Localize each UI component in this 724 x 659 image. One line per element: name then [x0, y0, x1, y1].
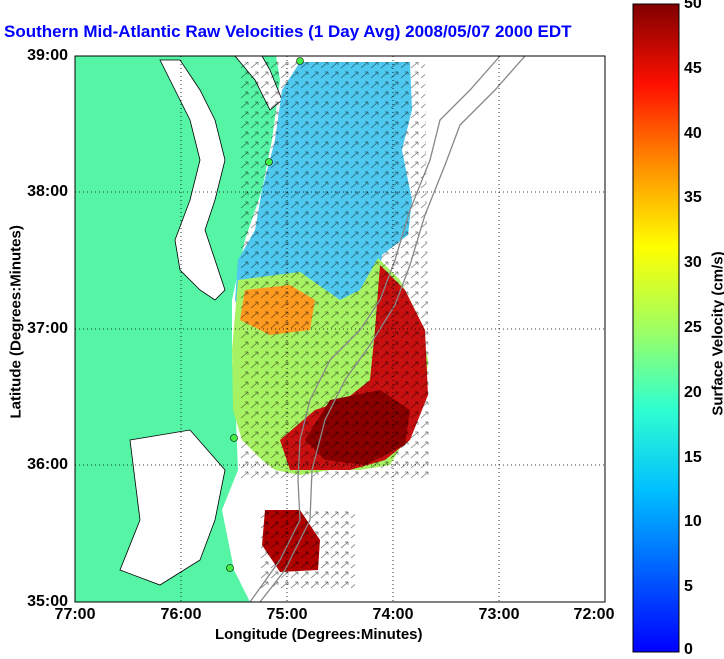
colorbar-tick: 0 — [684, 641, 693, 658]
colorbar-tick: 20 — [684, 384, 702, 401]
radar-station-marker — [230, 434, 238, 442]
colorbar-tick: 40 — [684, 125, 702, 142]
map-title: Southern Mid-Atlantic Raw Velocities (1 … — [4, 22, 572, 41]
y-tick: 39:00 — [27, 47, 68, 64]
bathymetry-contour — [249, 56, 501, 602]
velocity-vectors — [240, 62, 430, 480]
chesapeake-bay — [159, 59, 226, 301]
map-frame — [74, 55, 606, 603]
colorbar-label: Surface Velocity (cm/s) — [709, 251, 724, 416]
radar-station-marker — [265, 158, 273, 166]
bathymetry-contour-2 — [259, 56, 526, 602]
x-tick: 76:00 — [160, 606, 202, 623]
colorbar-tick: 25 — [684, 319, 702, 336]
colorbar-tick: 5 — [684, 578, 693, 595]
x-tick: 74:00 — [372, 606, 414, 623]
land-mass — [75, 56, 280, 602]
x-tick: 75:00 — [266, 606, 308, 623]
y-tick: 37:00 — [27, 320, 68, 337]
colorbar-tick: 45 — [684, 60, 702, 77]
colorbar-tick: 10 — [684, 513, 702, 530]
velocity-vectors-south — [260, 510, 355, 590]
x-axis-label: Longitude (Degrees:Minutes) — [215, 626, 423, 643]
colorbar-tick: 30 — [684, 254, 702, 271]
x-tick: 73:00 — [478, 606, 520, 623]
pamlico-sound — [119, 429, 226, 586]
colorbar-tick: 15 — [684, 449, 702, 466]
radar-station-marker — [296, 57, 304, 65]
y-tick: 35:00 — [27, 593, 68, 610]
y-tick: 38:00 — [27, 183, 68, 200]
y-axis-label: Latitude (Degrees:Minutes) — [7, 225, 25, 419]
radar-station-marker — [226, 564, 234, 572]
colorbar-tick: 50 — [684, 0, 702, 12]
colorbar — [632, 3, 680, 653]
colorbar-tick: 35 — [684, 189, 702, 206]
x-tick: 72:00 — [573, 606, 615, 623]
y-tick: 36:00 — [27, 456, 68, 473]
x-tick: 77:00 — [54, 606, 96, 623]
